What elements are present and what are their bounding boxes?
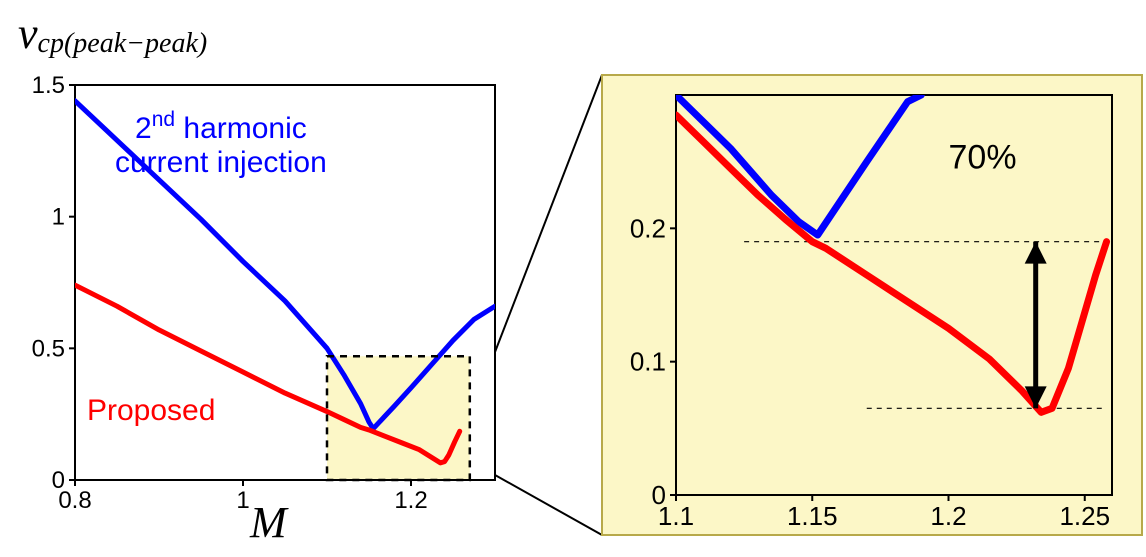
right-ytick-label: 0.1 (630, 347, 666, 377)
left-xtick-label: 1.2 (394, 487, 427, 514)
right-xtick-label: 1.25 (1059, 501, 1110, 531)
left-ytick-label: 0.5 (32, 335, 65, 362)
callout-line-top (495, 75, 602, 352)
callout-line-bottom (495, 475, 602, 535)
reduction-label: 70% (949, 138, 1017, 176)
left-xtick-label: 1 (236, 487, 249, 514)
left-ytick-label: 1 (52, 204, 65, 231)
left-ytick-label: 1.5 (32, 72, 65, 99)
plots-svg: 0.811.200.511.52nd harmoniccurrent injec… (0, 0, 1146, 557)
right-panel-bg (602, 75, 1142, 535)
blue-series-label-line1: 2nd harmonic (135, 108, 307, 145)
left-zoom-highlight-bg (327, 356, 470, 480)
blue-series-label-line2: current injection (115, 146, 327, 179)
right-ytick-label: 0.2 (630, 213, 666, 243)
right-xtick-label: 1.15 (787, 501, 838, 531)
figure-root: { "ylabel": { "symbol": "v", "subscript"… (0, 0, 1146, 557)
red-series-label: Proposed (87, 394, 215, 427)
right-xtick-label: 1.2 (930, 501, 966, 531)
left-ytick-label: 0 (52, 467, 65, 494)
right-ytick-label: 0 (652, 480, 666, 510)
